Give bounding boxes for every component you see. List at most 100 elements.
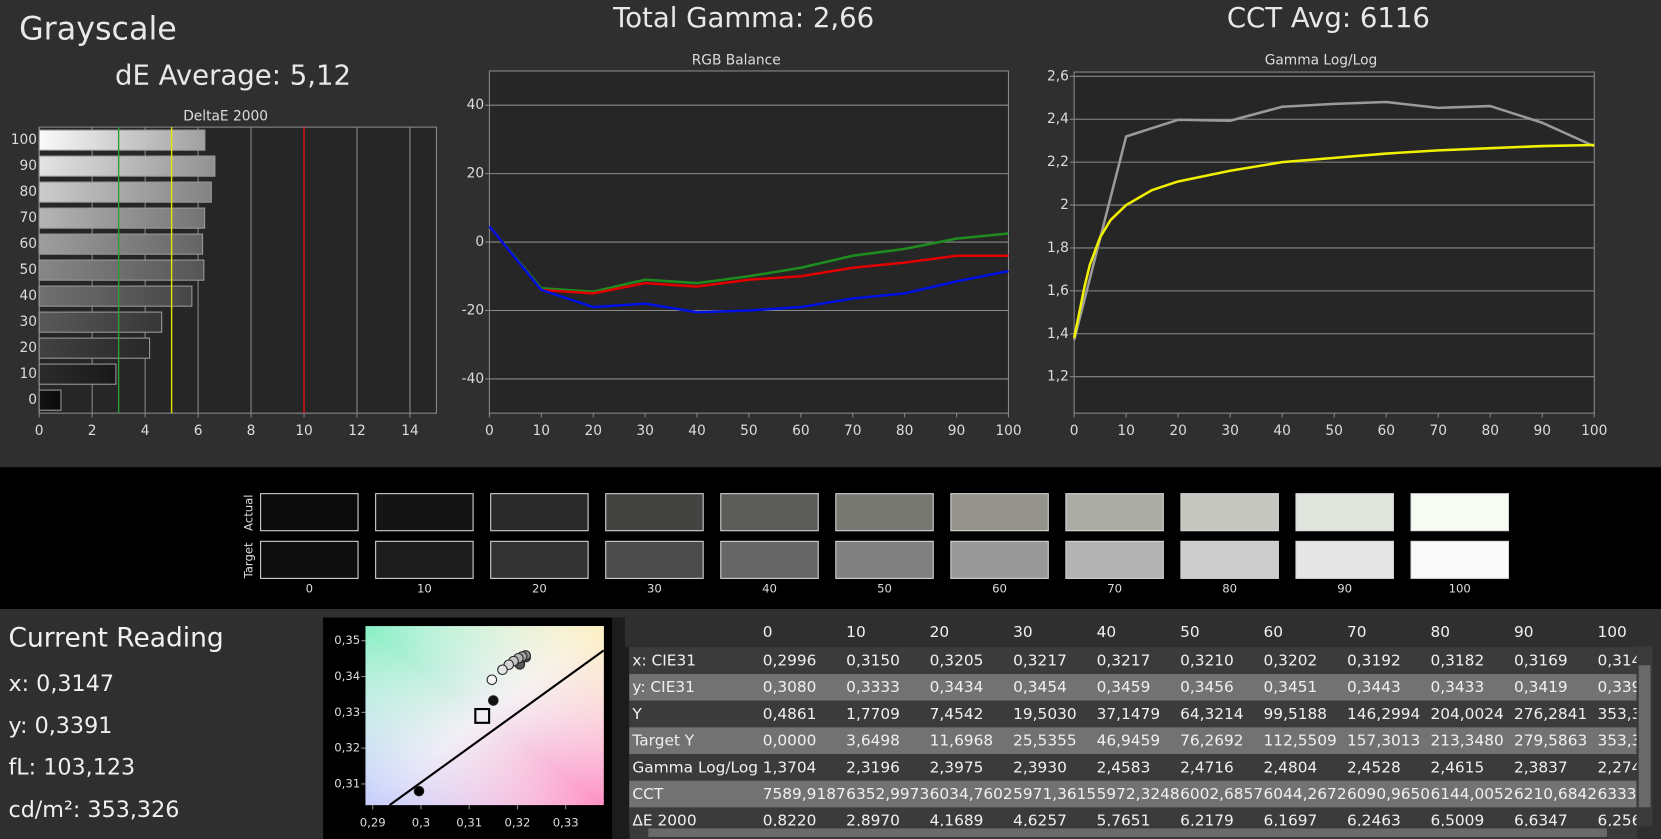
- actual-swatch: [260, 493, 359, 532]
- bar: [38, 363, 117, 385]
- x-tick-label: 0,29: [360, 816, 386, 830]
- table-cell: 6090,9650: [1347, 785, 1430, 803]
- x-tick-label: 4: [141, 423, 150, 439]
- reading-line: cd/m²: 353,326: [8, 797, 179, 823]
- actual-swatch: [1295, 493, 1394, 532]
- x-tick-label: 0: [35, 423, 44, 439]
- table-cell: 6352,9973: [846, 785, 929, 803]
- y-tick-label: 80: [20, 184, 38, 200]
- row-header: Y: [631, 705, 642, 723]
- y-tick-label: 20: [467, 166, 485, 182]
- page-title: Grayscale: [19, 12, 177, 48]
- target-point: [474, 707, 491, 724]
- x-tick-label: 0: [1070, 423, 1079, 439]
- actual-swatch: [720, 493, 819, 532]
- x-tick-label: 8: [247, 423, 256, 439]
- v-scroll-thumb[interactable]: [1638, 665, 1651, 808]
- bar: [38, 155, 216, 177]
- table-cell: 6044,2672: [1264, 785, 1347, 803]
- y-tick-label: -40: [462, 371, 484, 387]
- plot-tint: [365, 626, 604, 806]
- splitter[interactable]: [612, 617, 630, 839]
- bar: [38, 311, 163, 333]
- table-cell: 0,3419: [1514, 678, 1568, 696]
- table-cell: 0,3080: [763, 678, 817, 696]
- table-cell: 4,6257: [1013, 812, 1067, 830]
- column-header: 20: [930, 623, 950, 641]
- row-header: Gamma Log/Log: [632, 758, 758, 776]
- table-cell: 3,6498: [846, 732, 900, 750]
- table-cell: 157,3013: [1347, 732, 1420, 750]
- y-tick-label: 1,6: [1047, 283, 1069, 299]
- y-tick-label: 90: [20, 158, 38, 174]
- table-cell: 0,8220: [763, 812, 817, 830]
- actual-swatch: [1065, 493, 1164, 532]
- column-header: 70: [1347, 623, 1367, 641]
- actual-swatch: [1410, 493, 1509, 532]
- bar: [38, 181, 212, 203]
- x-tick-label: 100: [995, 423, 1021, 439]
- series-line: [488, 225, 1009, 295]
- swatch-label: 30: [647, 581, 662, 595]
- actual-swatch: [835, 493, 934, 532]
- bar: [38, 337, 151, 359]
- table-cell: 2,4528: [1347, 758, 1401, 776]
- target-swatch: [260, 540, 359, 579]
- table-cell: 2,3930: [1013, 758, 1067, 776]
- x-tick-label: 10: [295, 423, 313, 439]
- chart: DeltaE 2000 0 2 4 6 8 10 12 14 0 10 20 30 40 50 60 70 80 9…: [11, 109, 437, 439]
- table-cell: 0,3333: [846, 678, 900, 696]
- actual-swatch: [490, 493, 589, 532]
- table-cell: 0,339: [1597, 678, 1641, 696]
- table-cell: 5971,3615: [1013, 785, 1096, 803]
- table-cell: 6,5009: [1430, 812, 1484, 830]
- x-tick-label: 40: [1273, 423, 1291, 439]
- table-cell: 6,1697: [1264, 812, 1318, 830]
- table-cell: 2,274: [1597, 758, 1641, 776]
- table-cell: 2,3975: [930, 758, 984, 776]
- actual-swatch: [375, 493, 474, 532]
- table-cell: 6002,6857: [1180, 785, 1263, 803]
- target-swatch: [720, 540, 819, 579]
- table-cell: 204,0024: [1430, 705, 1503, 723]
- y-tick-label: 0: [28, 392, 37, 408]
- table-cell: 2,8970: [846, 812, 900, 830]
- chart: RGB Balance 0 10 20 30 40 50 60 70 80 90 100 -40 -20 0…: [462, 52, 1022, 439]
- x-tick-label: 6: [194, 423, 203, 439]
- target-swatch: [835, 540, 934, 579]
- table-cell: 6,256: [1597, 812, 1641, 830]
- table-row: [629, 727, 1637, 755]
- bar: [38, 233, 204, 255]
- swatch-panel: [0, 467, 1661, 610]
- table-cell: 0,3202: [1264, 652, 1318, 670]
- table-cell: 0,0000: [763, 732, 817, 750]
- target-swatch: [375, 540, 474, 579]
- table-cell: 6,2179: [1180, 812, 1234, 830]
- x-tick-label: 20: [1169, 423, 1187, 439]
- x-tick-label: 40: [688, 423, 706, 439]
- table-cell: 6210,6842: [1514, 785, 1597, 803]
- measured-point: [486, 674, 498, 686]
- series-line: [488, 225, 1009, 293]
- table-cell: 0,4861: [763, 705, 817, 723]
- swatches: Actual Target 0 10 20 30 40 50 60 70 80 90 100: [241, 493, 1509, 595]
- table-row: [629, 647, 1637, 674]
- h-scroll-thumb[interactable]: [648, 828, 1607, 837]
- y-tick-label: 40: [20, 288, 38, 304]
- table-row: [629, 754, 1637, 781]
- target-swatch: [1065, 540, 1164, 579]
- x-tick-label: 30: [1221, 423, 1239, 439]
- table-cell: 0,3182: [1430, 652, 1484, 670]
- y-tick-label: 2,4: [1047, 111, 1069, 127]
- chart-title: DeltaE 2000: [183, 109, 268, 125]
- table-cell: 64,3214: [1180, 705, 1244, 723]
- x-tick-label: 0: [485, 423, 494, 439]
- y-tick-label: 0,35: [334, 633, 360, 647]
- x-tick-label: 14: [401, 423, 419, 439]
- y-tick-label: 60: [20, 236, 38, 252]
- table-cell: 0,3217: [1013, 652, 1067, 670]
- table-cell: 0,3454: [1013, 678, 1067, 696]
- table-cell: 46,9459: [1097, 732, 1161, 750]
- series-line: [1072, 143, 1595, 339]
